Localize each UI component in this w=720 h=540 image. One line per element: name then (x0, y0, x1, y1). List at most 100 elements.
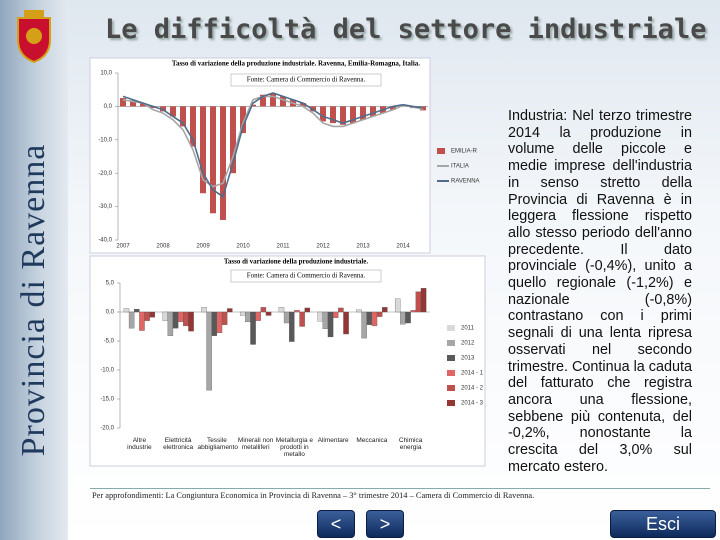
bar (400, 311, 406, 325)
legend-label: 2014 - 3 (461, 401, 484, 407)
y-tick-label: 5,0 (106, 281, 115, 287)
bar (211, 311, 218, 336)
chart-source: Fonte: Camera di Commercio di Ravenna. (247, 76, 366, 84)
line (122, 95, 424, 188)
x-tick-label: 2008 (156, 244, 170, 250)
x-tick-label: 2007 (116, 244, 130, 250)
bar (180, 106, 186, 127)
bar (221, 311, 228, 325)
y-tick-label: 10,0 (100, 71, 112, 77)
bar (139, 311, 145, 331)
x-tick-label: Metallurgia e prodotti in metallo (275, 437, 313, 458)
legend-swatch (447, 340, 455, 346)
y-tick-label: 0,0 (104, 104, 113, 110)
bar (350, 106, 356, 124)
x-tick-label: Tessile abbigliamento (197, 437, 238, 451)
y-tick-label: -10,0 (98, 137, 112, 143)
chart-panel (89, 57, 431, 254)
bar (250, 311, 256, 345)
bar (167, 311, 174, 336)
legend-label: 2014 - 1 (461, 371, 484, 377)
chart-title: Tasso di variazione della produzione ind… (224, 258, 369, 266)
bar (338, 307, 344, 313)
y-tick-label: -20,0 (98, 171, 112, 177)
legend-label: RAVENNA (451, 179, 480, 185)
bar (332, 311, 339, 318)
bar (172, 311, 179, 329)
legend-label: 2011 (461, 326, 475, 332)
x-tick-label: 2011 (277, 244, 291, 250)
bar (200, 106, 206, 194)
bar (265, 311, 272, 316)
x-tick-label: 2014 (396, 244, 410, 250)
bar (245, 311, 251, 323)
bar (134, 308, 140, 313)
x-tick-label: Elettricità elettronica (163, 437, 194, 451)
bar (330, 106, 336, 124)
legend-swatch (437, 148, 445, 154)
bar (201, 307, 207, 313)
bar (190, 106, 196, 147)
bar (140, 103, 146, 107)
bar (239, 311, 246, 316)
bar (177, 311, 184, 323)
bar (216, 311, 223, 334)
bar (294, 310, 300, 313)
bar (289, 311, 295, 342)
bar (240, 106, 246, 134)
bar (162, 311, 168, 321)
bar (227, 308, 233, 313)
bar (283, 311, 290, 324)
bar (183, 311, 189, 327)
bar (343, 311, 349, 335)
legend-label: 2014 - 2 (461, 386, 484, 392)
bar (260, 307, 267, 313)
bar (390, 106, 396, 110)
bar (144, 311, 150, 321)
bar (299, 311, 305, 327)
sidebar: Provincia di Ravenna (0, 0, 68, 540)
legend-swatch (447, 370, 455, 376)
legend-label: 2012 (461, 341, 475, 347)
bar (420, 288, 427, 313)
bar (130, 100, 136, 107)
bar (382, 307, 388, 313)
bar (360, 106, 366, 120)
x-tick-label: Chimica energia (398, 437, 423, 451)
legend-label: EMILIA-R (451, 149, 478, 155)
legend-label: ITALIA (451, 164, 469, 170)
y-tick-label: -10,0 (100, 368, 114, 374)
bar (120, 98, 126, 107)
y-tick-label: -15,0 (100, 397, 114, 403)
exit-button[interactable]: Esci (610, 510, 716, 538)
bar (361, 311, 367, 339)
source-box (230, 73, 382, 87)
x-tick-label: Alimentare (317, 437, 349, 444)
divider (90, 488, 710, 489)
x-tick-label: 2012 (316, 244, 330, 250)
bar (394, 298, 401, 313)
bar (366, 311, 373, 325)
bar (278, 307, 285, 313)
prev-button[interactable]: < (317, 510, 355, 538)
bar (322, 311, 329, 329)
chart-title: Tasso di variazione della produzione ind… (172, 60, 420, 68)
legend-swatch (447, 385, 455, 391)
bar (415, 291, 422, 313)
legend-swatch (447, 355, 455, 361)
legend-label: 2013 (461, 356, 475, 362)
chart-panel (89, 255, 486, 467)
bar (320, 106, 326, 122)
bar (149, 311, 156, 318)
footer-note: Per approfondimenti: La Congiuntura Econ… (92, 491, 535, 500)
bar (128, 311, 135, 329)
next-button[interactable]: > (366, 510, 404, 538)
bar (327, 311, 334, 338)
bar (188, 311, 194, 332)
chart-source: Fonte: Camera di Commercio di Ravenna. (247, 272, 366, 280)
bar (370, 106, 376, 117)
bar (304, 307, 311, 313)
legend-swatch (447, 325, 455, 331)
bar (371, 311, 378, 327)
